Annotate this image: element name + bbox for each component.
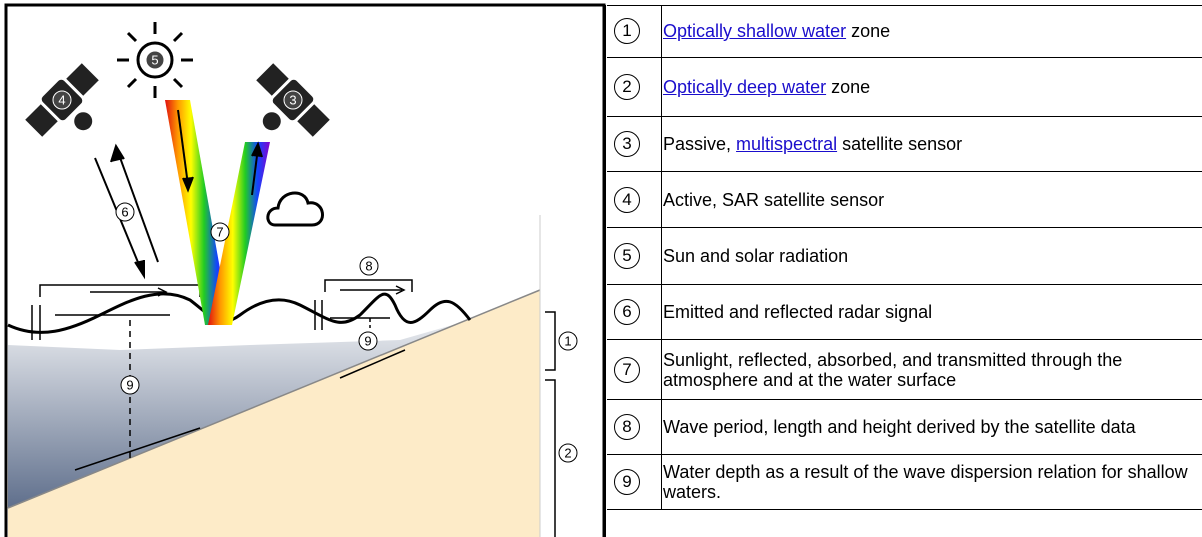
number-cell: 1 xyxy=(607,5,662,57)
text: Sun and solar radiation xyxy=(663,246,848,266)
description: Active, SAR satellite sensor xyxy=(663,190,1192,210)
marker: 9 xyxy=(359,332,377,350)
legend-row: 4 Active, SAR satellite sensor xyxy=(607,172,1202,228)
table-border xyxy=(605,5,606,537)
optical-satellite xyxy=(237,60,332,155)
description: Sun and solar radiation xyxy=(663,246,1192,266)
description: Optically deep water zone xyxy=(663,77,1192,97)
marker: 4 xyxy=(53,91,71,109)
marker: 6 xyxy=(116,203,134,221)
description: Water depth as a result of the wave disp… xyxy=(663,462,1192,502)
text: Passive, xyxy=(663,134,731,154)
text: Wave period, length and height derived b… xyxy=(663,417,1136,437)
description: Emitted and reflected radar signal xyxy=(663,302,1192,322)
marker: 2 xyxy=(559,444,577,462)
marker-label: 8 xyxy=(365,259,372,274)
number: 8 xyxy=(614,414,640,440)
number: 1 xyxy=(614,18,640,44)
marker: 9 xyxy=(121,376,139,394)
depth-strip xyxy=(540,215,604,537)
link[interactable]: Optically shallow water xyxy=(663,21,846,41)
number-cell: 6 xyxy=(607,285,662,339)
legend-row: 6 Emitted and reflected radar signal xyxy=(607,285,1202,340)
legend-row: 8 Wave period, length and height derived … xyxy=(607,400,1202,455)
marker-label: 7 xyxy=(216,225,223,240)
number-cell: 5 xyxy=(607,228,662,284)
marker-label: 9 xyxy=(126,378,133,393)
legend-row: 1 Optically shallow water zone xyxy=(607,5,1202,58)
marker-label: 2 xyxy=(564,446,571,461)
number: 3 xyxy=(614,131,640,157)
text: Water depth as a result of the wave disp… xyxy=(663,462,1188,502)
number-cell: 8 xyxy=(607,400,662,454)
text: Sunlight, reflected, absorbed, and trans… xyxy=(663,350,1122,390)
link[interactable]: multispectral xyxy=(736,134,837,154)
legend-row: 7 Sunlight, reflected, absorbed, and tran… xyxy=(607,340,1202,400)
marker: 7 xyxy=(211,223,229,241)
number: 9 xyxy=(614,469,640,495)
cloud xyxy=(268,193,323,225)
number: 5 xyxy=(614,243,640,269)
page: 5 4 3 6 7 8 9 9 1 2 1 Optically shallow water zone… xyxy=(0,0,1202,537)
description: Optically shallow water zone xyxy=(663,21,1192,41)
number-cell: 2 xyxy=(607,58,662,116)
legend-row: 5 Sun and solar radiation xyxy=(607,228,1202,285)
number-cell: 9 xyxy=(607,455,662,509)
marker-label: 3 xyxy=(289,93,296,108)
number-cell: 3 xyxy=(607,117,662,171)
marker-label: 1 xyxy=(564,334,571,349)
text: zone xyxy=(851,21,890,41)
marker-label: 5 xyxy=(151,53,158,68)
marker: 5 xyxy=(146,51,164,69)
legend-row: 9 Water depth as a result of the wave dis… xyxy=(607,455,1202,510)
legend-row: 3 Passive, multispectral satellite sensor xyxy=(607,117,1202,172)
wave-surface xyxy=(8,294,470,333)
legend-row: 2 Optically deep water zone xyxy=(607,58,1202,117)
text: satellite sensor xyxy=(842,134,962,154)
description: Wave period, length and height derived b… xyxy=(663,417,1192,437)
marker-label: 6 xyxy=(121,205,128,220)
description: Passive, multispectral satellite sensor xyxy=(663,134,1192,154)
number: 7 xyxy=(614,357,640,383)
marker: 3 xyxy=(284,91,302,109)
sar-satellite xyxy=(22,60,117,155)
marker: 1 xyxy=(559,332,577,350)
number-cell: 7 xyxy=(607,340,662,399)
text: zone xyxy=(831,77,870,97)
text: Active, SAR satellite sensor xyxy=(663,190,884,210)
link[interactable]: Optically deep water xyxy=(663,77,826,97)
description: Sunlight, reflected, absorbed, and trans… xyxy=(663,350,1192,390)
number: 2 xyxy=(614,74,640,100)
text: Emitted and reflected radar signal xyxy=(663,302,932,322)
marker-label: 9 xyxy=(364,334,371,349)
marker-label: 4 xyxy=(58,93,65,108)
illustration: 5 4 3 6 7 8 9 9 1 2 xyxy=(0,0,606,537)
number-cell: 4 xyxy=(607,172,662,227)
number: 6 xyxy=(614,299,640,325)
number: 4 xyxy=(614,187,640,213)
marker: 8 xyxy=(360,257,378,275)
